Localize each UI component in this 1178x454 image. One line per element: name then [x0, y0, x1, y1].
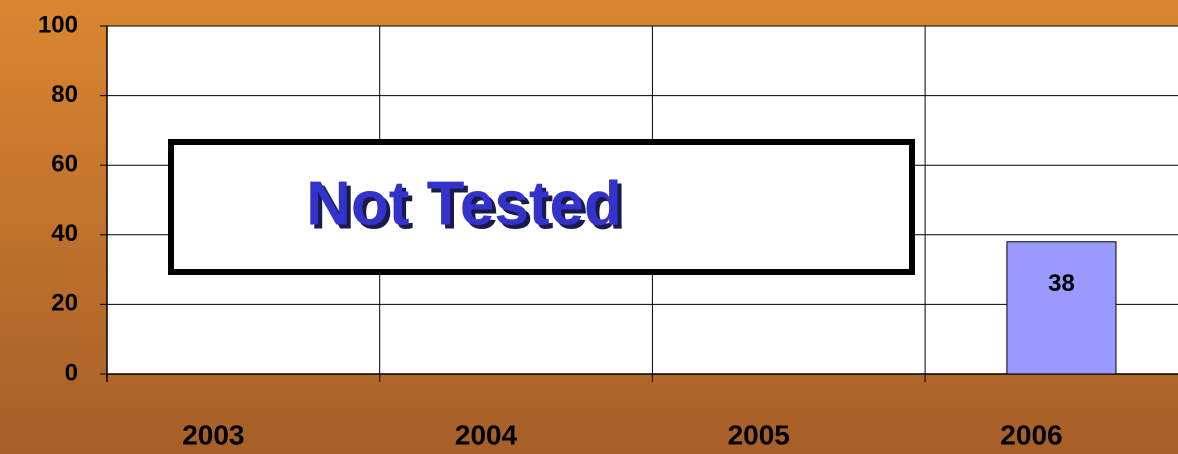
- y-tick-label: 20: [51, 290, 78, 317]
- bar: [1006, 241, 1117, 375]
- y-tick-label: 100: [38, 11, 78, 38]
- y-tick-label: 80: [51, 81, 78, 108]
- y-tick-label: 40: [51, 220, 78, 247]
- annotation-shadow: Not Tested: [310, 173, 626, 242]
- x-tick-label: 2006: [1000, 419, 1062, 450]
- data-label: 38: [1048, 270, 1075, 297]
- x-tick-label: 2005: [728, 419, 790, 450]
- annotation: Not Tested: [306, 169, 622, 238]
- y-tick-label: 0: [65, 359, 78, 386]
- annotation-box: [168, 139, 915, 275]
- x-tick-label: 2004: [455, 419, 518, 450]
- x-tick-label: 2003: [182, 419, 244, 450]
- y-tick-label: 60: [51, 151, 78, 178]
